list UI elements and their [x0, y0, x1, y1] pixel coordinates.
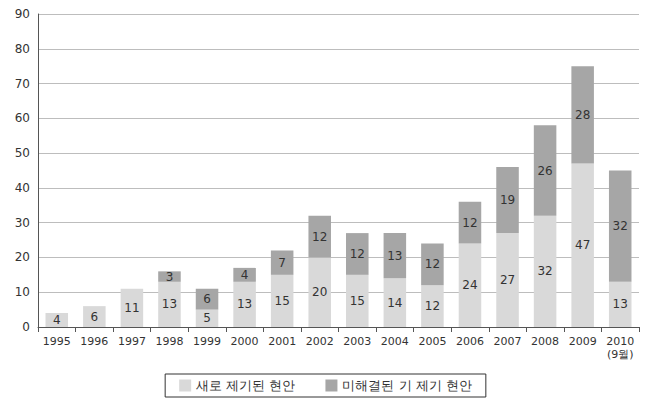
svg-text:11: 11 [124, 301, 139, 315]
svg-text:2005: 2005 [418, 335, 446, 348]
svg-text:12: 12 [462, 216, 477, 230]
svg-text:27: 27 [387, 217, 402, 231]
svg-text:14: 14 [387, 296, 402, 310]
svg-text:75: 75 [575, 50, 590, 64]
svg-text:2006: 2006 [456, 335, 484, 348]
svg-text:11: 11 [124, 273, 139, 287]
svg-text:1997: 1997 [118, 335, 146, 348]
svg-text:13: 13 [613, 297, 628, 311]
svg-text:50: 50 [15, 146, 30, 160]
svg-text:(9월): (9월) [607, 348, 634, 361]
svg-text:32: 32 [537, 264, 552, 278]
svg-text:2003: 2003 [343, 335, 371, 348]
svg-text:2010: 2010 [606, 335, 634, 348]
svg-text:6: 6 [91, 290, 99, 304]
svg-text:1995: 1995 [43, 335, 71, 348]
svg-text:32: 32 [312, 200, 327, 214]
svg-text:22: 22 [275, 234, 290, 248]
svg-text:12: 12 [425, 257, 440, 271]
svg-text:4: 4 [53, 297, 61, 311]
svg-text:7: 7 [278, 256, 286, 270]
svg-text:13: 13 [162, 297, 177, 311]
svg-text:미해결된 기 제기 현안: 미해결된 기 제기 현안 [342, 378, 471, 393]
svg-text:2000: 2000 [231, 335, 259, 348]
svg-text:28: 28 [575, 108, 590, 122]
svg-text:16: 16 [162, 255, 177, 269]
svg-text:3: 3 [166, 270, 174, 284]
svg-text:20: 20 [15, 250, 30, 264]
svg-text:58: 58 [537, 109, 552, 123]
svg-text:6: 6 [91, 310, 99, 324]
svg-text:24: 24 [462, 278, 477, 292]
svg-text:45: 45 [613, 155, 628, 169]
svg-text:13: 13 [237, 297, 252, 311]
svg-text:60: 60 [15, 111, 30, 125]
svg-text:6: 6 [203, 292, 211, 306]
svg-text:17: 17 [237, 252, 252, 266]
svg-text:2002: 2002 [306, 335, 334, 348]
svg-text:47: 47 [575, 238, 590, 252]
svg-text:40: 40 [15, 181, 30, 195]
svg-text:90: 90 [15, 7, 30, 21]
svg-text:32: 32 [613, 219, 628, 233]
svg-text:19: 19 [500, 193, 515, 207]
svg-text:24: 24 [425, 228, 440, 242]
svg-text:2004: 2004 [381, 335, 409, 348]
svg-text:1996: 1996 [80, 335, 108, 348]
svg-text:27: 27 [350, 217, 365, 231]
svg-text:26: 26 [537, 164, 552, 178]
svg-text:10: 10 [15, 285, 30, 299]
svg-text:15: 15 [275, 294, 290, 308]
svg-text:1999: 1999 [193, 335, 221, 348]
svg-text:0: 0 [22, 320, 30, 334]
svg-text:12: 12 [425, 299, 440, 313]
svg-text:46: 46 [500, 151, 515, 165]
svg-text:2007: 2007 [494, 335, 522, 348]
svg-text:80: 80 [15, 42, 30, 56]
svg-text:11: 11 [199, 273, 214, 287]
svg-text:20: 20 [312, 285, 327, 299]
svg-text:36: 36 [462, 186, 477, 200]
svg-text:5: 5 [203, 311, 211, 325]
svg-text:13: 13 [387, 249, 402, 263]
svg-text:15: 15 [350, 294, 365, 308]
svg-text:12: 12 [350, 247, 365, 261]
svg-text:27: 27 [500, 273, 515, 287]
svg-text:2008: 2008 [531, 335, 559, 348]
svg-text:4: 4 [241, 268, 249, 282]
svg-text:12: 12 [312, 230, 327, 244]
svg-text:30: 30 [15, 216, 30, 230]
svg-text:4: 4 [53, 313, 61, 327]
svg-text:새로 제기된 현안: 새로 제기된 현안 [196, 378, 295, 393]
svg-text:1998: 1998 [155, 335, 183, 348]
svg-text:70: 70 [15, 77, 30, 91]
svg-text:2009: 2009 [569, 335, 597, 348]
svg-text:2001: 2001 [268, 335, 296, 348]
